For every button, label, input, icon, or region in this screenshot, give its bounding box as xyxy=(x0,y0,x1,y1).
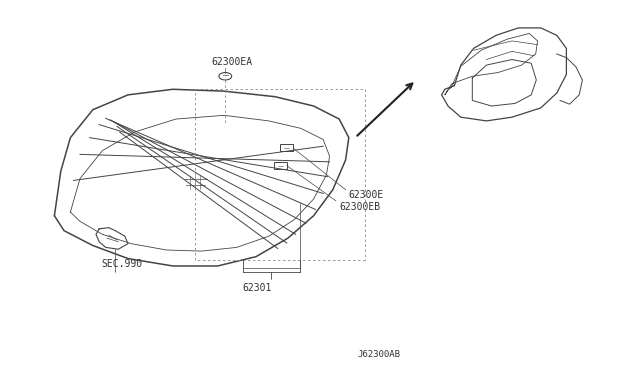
Bar xyxy=(280,144,293,151)
Text: 62301: 62301 xyxy=(242,283,271,293)
Text: 62300E: 62300E xyxy=(349,190,384,201)
Text: 62300EB: 62300EB xyxy=(339,202,380,212)
Text: J62300AB: J62300AB xyxy=(357,350,400,359)
Text: 62300EA: 62300EA xyxy=(211,57,252,67)
Bar xyxy=(274,162,287,169)
Text: SEC.990: SEC.990 xyxy=(101,259,142,269)
